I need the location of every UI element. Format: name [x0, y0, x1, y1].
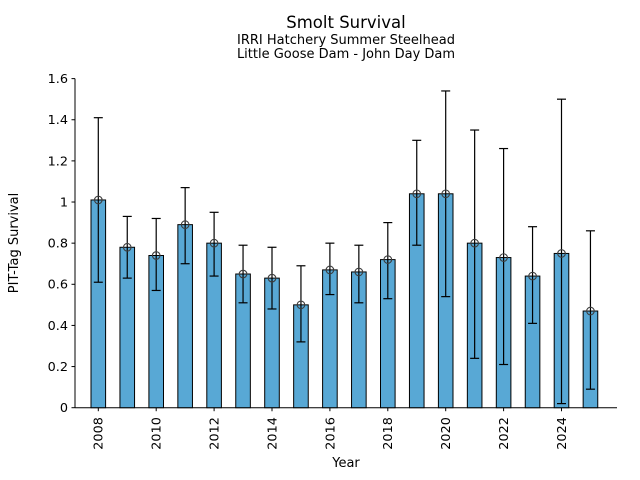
- marker-2017: [354, 267, 364, 277]
- y-tick-label: 0.4: [48, 319, 68, 334]
- x-tick-label: 2016: [323, 417, 338, 450]
- marker-2015: [296, 300, 306, 310]
- y-tick-label: 1.2: [48, 154, 68, 169]
- marker-2018: [383, 255, 393, 264]
- x-tick-label: 2020: [439, 417, 454, 450]
- x-tick-label: 2018: [381, 417, 396, 450]
- y-tick-label: 0: [60, 401, 68, 416]
- chart-subtitle-line-1: IRRI Hatchery Summer Steelhead: [237, 33, 455, 48]
- marker-2019: [412, 189, 422, 199]
- x-tick-label: 2010: [150, 417, 165, 450]
- x-tick-label: 2024: [555, 417, 570, 450]
- x-tick-label: 2008: [92, 417, 107, 450]
- y-tick-label: 0.2: [48, 360, 68, 375]
- chart-title: Smolt Survival: [286, 13, 405, 32]
- marker-2008: [93, 195, 103, 205]
- y-tick-label: 1.4: [48, 113, 68, 128]
- y-tick-label: 0.8: [48, 237, 68, 252]
- y-axis-label: PIT-Tag Survival: [7, 193, 22, 293]
- chart-subtitle-line-2: Little Goose Dam - John Day Dam: [237, 47, 455, 62]
- x-axis-label: Year: [331, 456, 360, 471]
- y-tick-label: 1.6: [48, 72, 68, 87]
- marker-2025: [586, 306, 595, 316]
- marker-2014: [267, 273, 277, 283]
- x-tick-label: 2022: [497, 417, 512, 450]
- marker-2022: [499, 253, 508, 262]
- x-tick-label: 2014: [265, 417, 280, 450]
- marker-2012: [209, 238, 219, 248]
- marker-2021: [470, 238, 480, 248]
- marker-2010: [151, 251, 161, 260]
- x-tick-label: 2012: [208, 417, 223, 450]
- marker-2009: [122, 242, 132, 252]
- plot-area: 0 0.2 0.4 0.6 0.8 1 1.2 1.4 1.6 2008 2010 2012 2014 2…: [48, 72, 617, 450]
- marker-2016: [325, 265, 335, 275]
- y-tick-label: 1: [60, 195, 68, 210]
- marker-2023: [528, 271, 537, 281]
- marker-2020: [441, 189, 451, 199]
- marker-2024: [557, 249, 566, 258]
- y-tick-label: 0.6: [48, 278, 68, 293]
- marker-2013: [238, 269, 248, 279]
- marker-2011: [180, 220, 190, 229]
